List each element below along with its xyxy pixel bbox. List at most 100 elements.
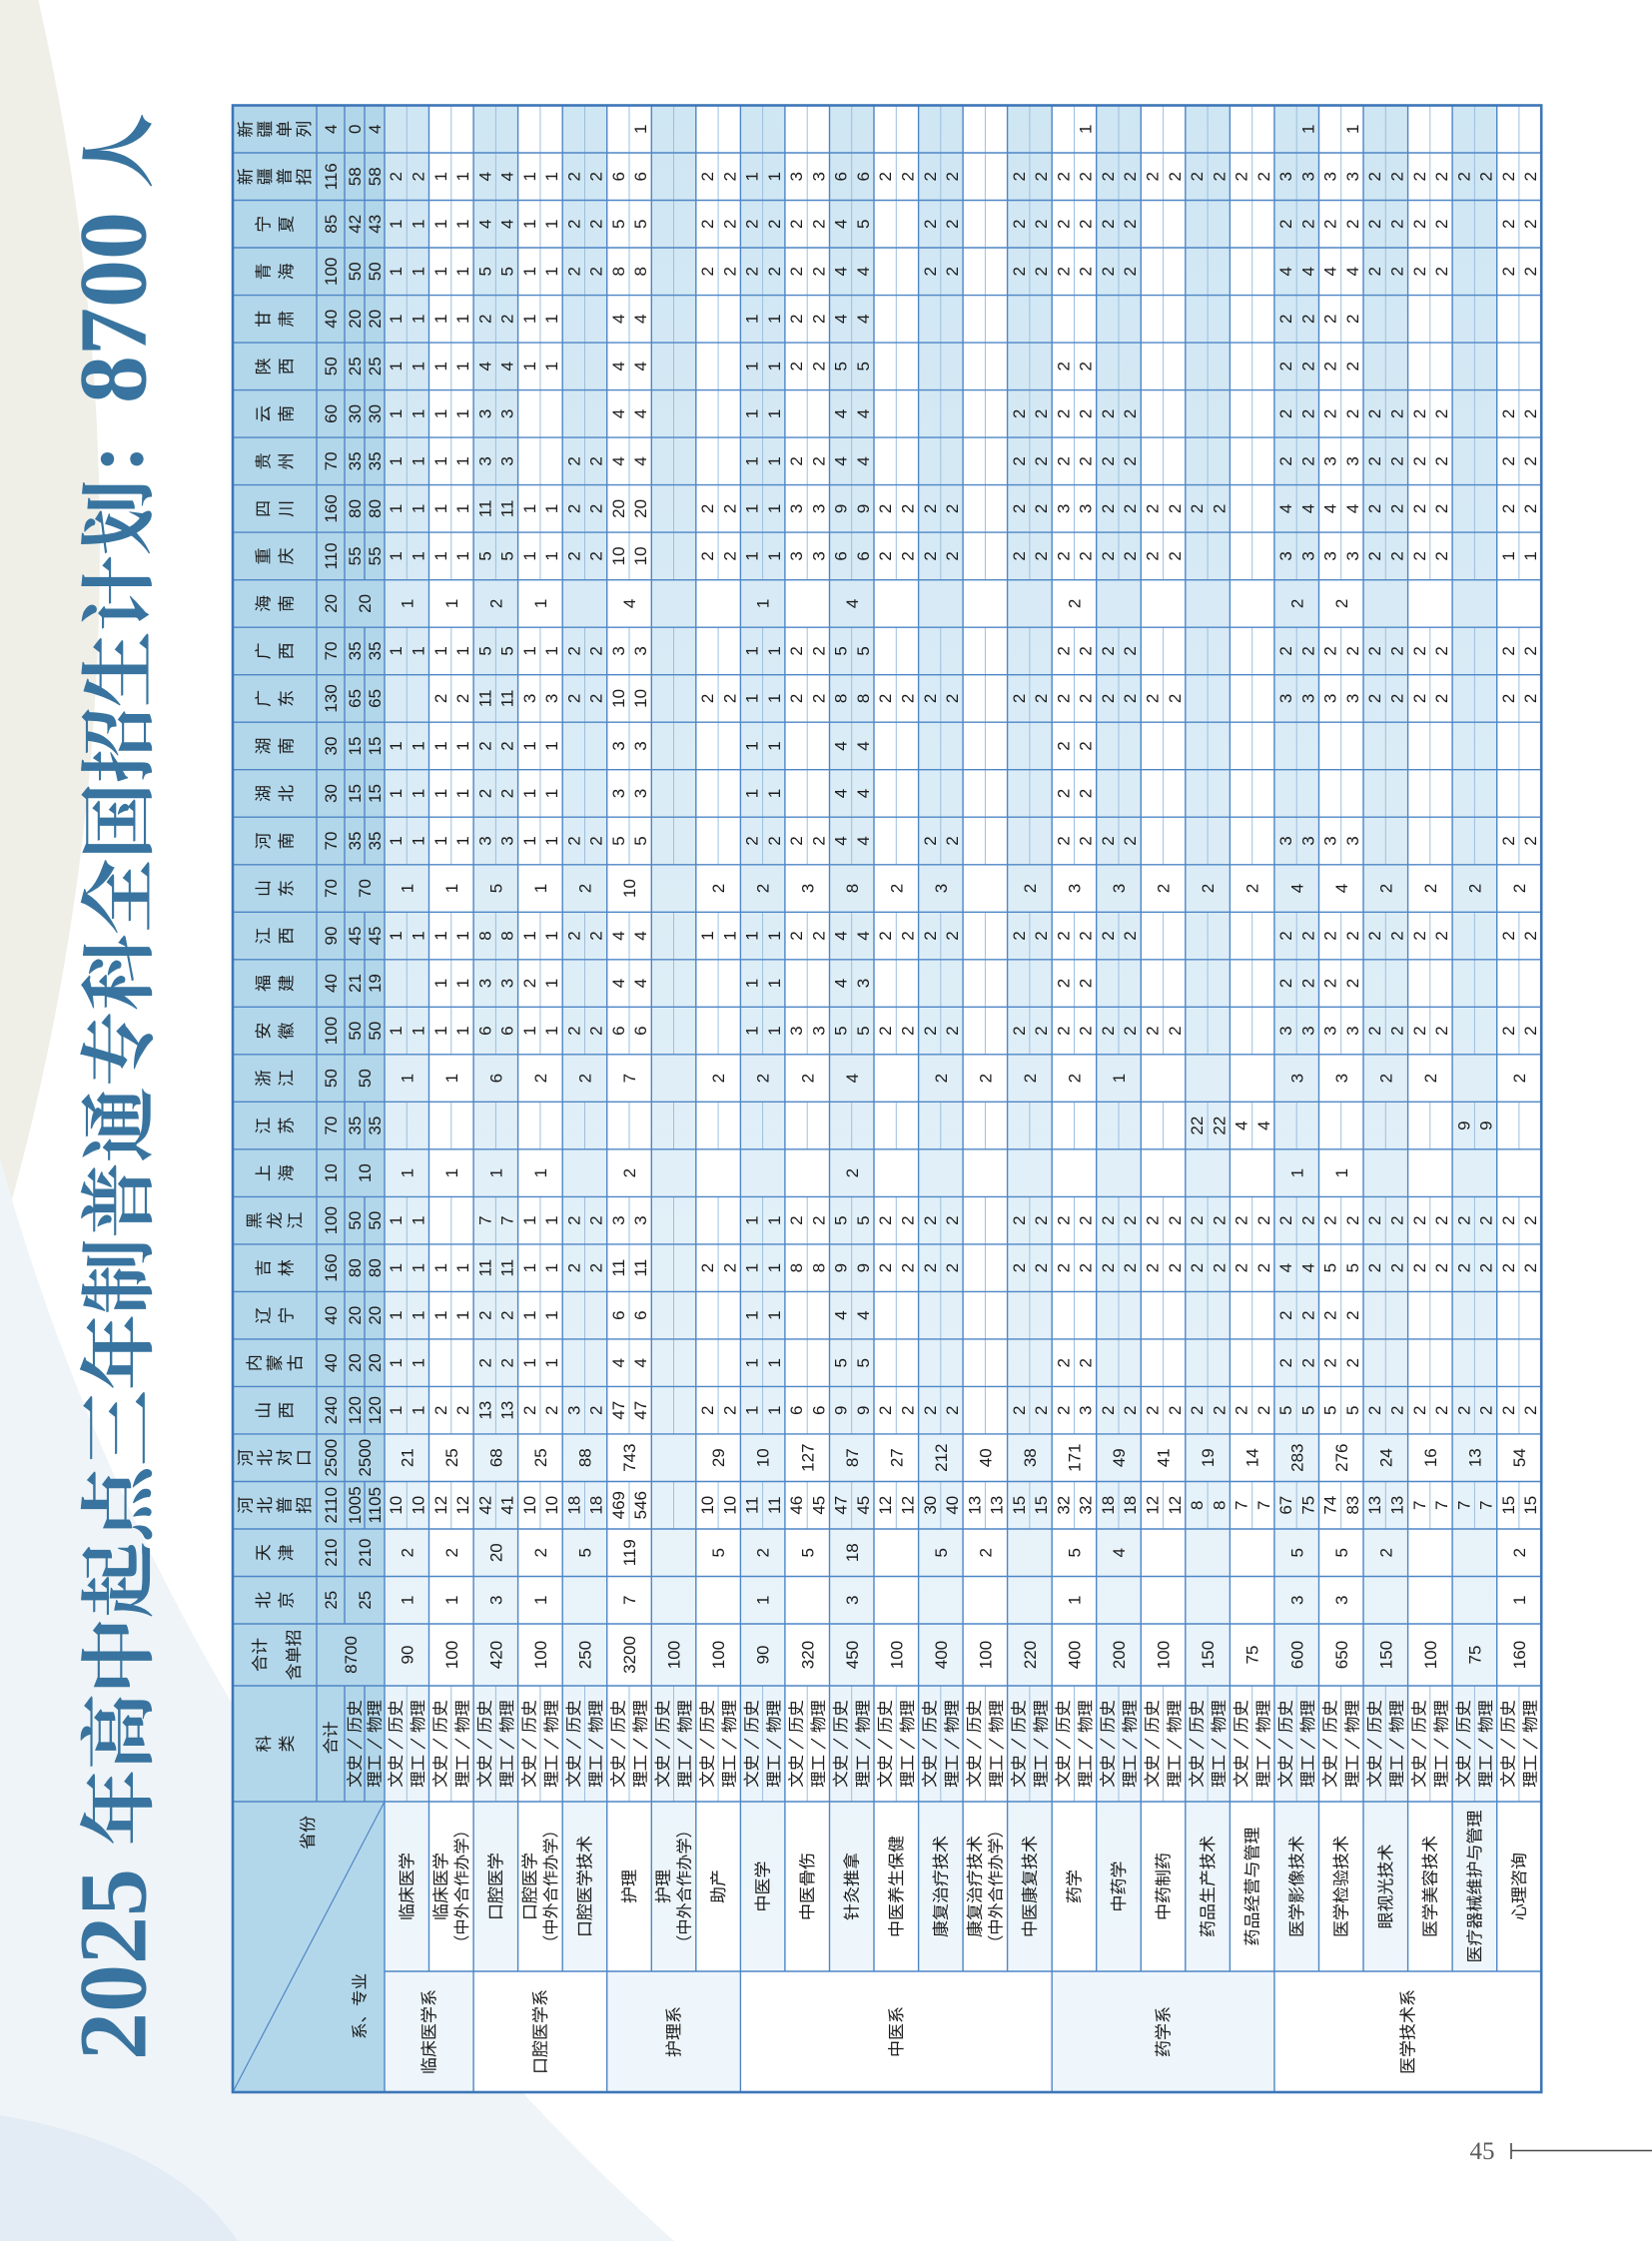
svg-text:2: 2 [1454, 1405, 1473, 1414]
svg-text:1: 1 [431, 409, 450, 418]
svg-text:1: 1 [410, 1405, 428, 1414]
svg-text:2: 2 [921, 694, 940, 703]
svg-text:2: 2 [587, 836, 606, 845]
svg-text:2: 2 [1466, 884, 1485, 893]
svg-text:1105: 1105 [366, 1487, 385, 1524]
svg-text:1: 1 [442, 1168, 461, 1177]
svg-text:3: 3 [787, 504, 806, 513]
svg-text:90: 90 [322, 927, 341, 946]
svg-text:2: 2 [1121, 694, 1140, 703]
svg-text:5: 5 [609, 836, 628, 845]
svg-text:2: 2 [1477, 1263, 1496, 1272]
svg-text:1: 1 [453, 551, 472, 560]
svg-text:13: 13 [965, 1496, 984, 1515]
svg-text:2: 2 [1410, 1405, 1429, 1414]
svg-text:2: 2 [698, 267, 717, 276]
svg-text:2: 2 [1365, 931, 1384, 940]
svg-text:3: 3 [542, 694, 561, 703]
svg-text:2: 2 [1144, 694, 1163, 703]
svg-text:2: 2 [1410, 931, 1429, 940]
svg-text:2: 2 [921, 1405, 940, 1414]
svg-text:1: 1 [431, 456, 450, 465]
svg-text:3: 3 [1321, 694, 1340, 703]
svg-text:2: 2 [453, 694, 472, 703]
svg-text:1: 1 [431, 1026, 450, 1035]
svg-text:1: 1 [743, 551, 762, 560]
svg-text:3: 3 [1110, 884, 1129, 893]
svg-text:2: 2 [1010, 1263, 1029, 1272]
svg-text:2: 2 [1298, 1215, 1317, 1224]
svg-text:1: 1 [765, 362, 784, 371]
svg-text:2: 2 [498, 1358, 517, 1367]
svg-text:5: 5 [1298, 1405, 1317, 1414]
svg-text:2: 2 [1365, 1215, 1384, 1224]
svg-text:58: 58 [346, 167, 365, 186]
svg-text:15: 15 [1010, 1496, 1029, 1515]
svg-text:1: 1 [698, 931, 717, 940]
svg-text:45: 45 [1470, 2138, 1495, 2165]
svg-text:2: 2 [809, 267, 828, 276]
svg-text:10: 10 [631, 689, 650, 708]
svg-text:1: 1 [765, 1215, 784, 1224]
svg-text:160: 160 [1510, 1641, 1529, 1669]
svg-text:35: 35 [366, 451, 385, 470]
svg-text:3: 3 [1343, 694, 1362, 703]
svg-text:1: 1 [1343, 125, 1362, 134]
svg-text:1: 1 [442, 1074, 461, 1083]
svg-text:2: 2 [431, 1405, 450, 1414]
svg-text:3: 3 [809, 1026, 828, 1035]
svg-text:1: 1 [520, 172, 539, 181]
svg-text:2: 2 [1321, 646, 1340, 655]
svg-text:2: 2 [1432, 694, 1451, 703]
svg-text:2: 2 [1432, 220, 1451, 229]
svg-text:150: 150 [1376, 1641, 1395, 1669]
svg-text:2: 2 [1099, 172, 1118, 181]
svg-text:30: 30 [322, 784, 341, 803]
svg-text:2: 2 [1521, 220, 1540, 229]
svg-text:2: 2 [943, 172, 962, 181]
svg-text:2: 2 [787, 646, 806, 655]
svg-text:2: 2 [564, 694, 583, 703]
svg-text:1: 1 [542, 1215, 561, 1224]
svg-text:2: 2 [498, 741, 517, 750]
svg-text:2: 2 [1477, 1215, 1496, 1224]
svg-text:1: 1 [410, 1263, 428, 1272]
svg-text:2: 2 [1321, 409, 1340, 418]
svg-text:18: 18 [587, 1496, 606, 1515]
svg-text:2: 2 [453, 1405, 472, 1414]
svg-text:2: 2 [1376, 1548, 1395, 1557]
svg-text:1: 1 [453, 267, 472, 276]
svg-text:2500: 2500 [356, 1439, 375, 1477]
svg-text:2: 2 [943, 1263, 962, 1272]
svg-text:2: 2 [1365, 551, 1384, 560]
svg-text:1: 1 [410, 646, 428, 655]
svg-text:2: 2 [487, 599, 506, 608]
svg-text:13: 13 [498, 1401, 517, 1420]
svg-text:1: 1 [743, 979, 762, 988]
svg-text:5: 5 [709, 1548, 728, 1557]
svg-text:1: 1 [765, 646, 784, 655]
svg-text:24: 24 [1376, 1448, 1395, 1467]
svg-text:20: 20 [487, 1543, 506, 1562]
svg-text:18: 18 [1099, 1496, 1118, 1515]
svg-text:5: 5 [854, 1358, 873, 1367]
svg-text:3: 3 [1077, 504, 1096, 513]
svg-text:2: 2 [1077, 741, 1096, 750]
svg-text:2: 2 [1365, 1263, 1384, 1272]
svg-text:2: 2 [1077, 409, 1096, 418]
svg-text:30: 30 [366, 404, 385, 423]
svg-text:2: 2 [1521, 931, 1540, 940]
svg-text:2: 2 [1298, 362, 1317, 371]
svg-text:2: 2 [1032, 456, 1051, 465]
svg-text:1: 1 [754, 599, 773, 608]
svg-text:2: 2 [843, 1168, 862, 1177]
svg-text:1: 1 [387, 456, 406, 465]
svg-text:2: 2 [1254, 1405, 1273, 1414]
svg-text:2: 2 [899, 172, 918, 181]
svg-text:50: 50 [366, 1022, 385, 1041]
svg-text:2: 2 [1077, 172, 1096, 181]
svg-text:2: 2 [587, 1405, 606, 1414]
svg-text:15: 15 [1032, 1496, 1051, 1515]
svg-text:4: 4 [1332, 884, 1351, 893]
svg-text:5: 5 [1066, 1548, 1085, 1557]
